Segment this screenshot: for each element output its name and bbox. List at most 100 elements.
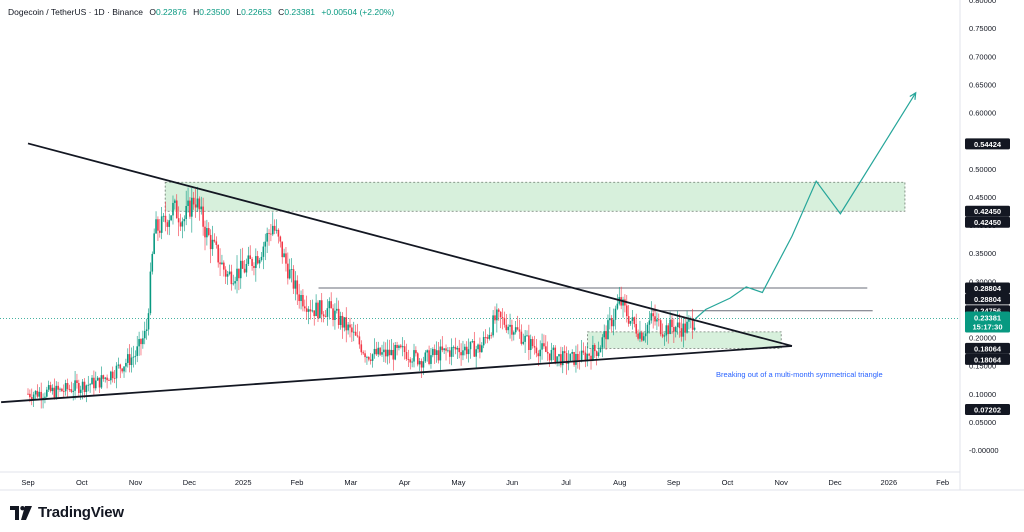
candle-body <box>577 353 579 361</box>
candle-body <box>262 246 265 257</box>
candle-body <box>384 349 387 357</box>
countdown-text: 15:17:30 <box>972 322 1002 331</box>
candle-body <box>641 332 643 341</box>
candle-body <box>501 317 504 319</box>
tradingview-wordmark: TradingView <box>38 504 124 521</box>
candle-body <box>128 354 131 366</box>
candle-body <box>94 380 97 389</box>
candle-body <box>89 384 91 386</box>
candle-body <box>155 219 157 234</box>
candle-body <box>590 355 592 361</box>
candle-body <box>481 345 483 353</box>
candle-body <box>656 319 658 322</box>
candle-body <box>62 391 65 393</box>
candle-body <box>74 380 76 391</box>
candle-body <box>330 301 332 309</box>
candle-body <box>177 218 180 223</box>
candle-body <box>465 346 468 355</box>
candle-body <box>392 349 395 360</box>
candle-body <box>354 331 357 336</box>
candle-body <box>55 385 58 398</box>
candle-body <box>450 347 453 357</box>
candle-body <box>558 354 560 357</box>
x-axis-tick-label: Nov <box>129 478 143 487</box>
candle-body <box>563 351 566 354</box>
candle-body <box>70 389 73 392</box>
candle-body <box>251 258 253 266</box>
candle-body <box>311 310 314 312</box>
y-axis-tick-label: 0.10000 <box>969 390 996 399</box>
candle-body <box>433 349 436 355</box>
candle-body <box>383 349 385 353</box>
candle-body <box>680 328 683 337</box>
change-value: +0.00504 (+2.20%) <box>321 7 395 17</box>
candle-body <box>352 331 355 333</box>
candle-body <box>298 294 300 302</box>
candle-body <box>652 313 654 317</box>
candle-body <box>460 352 462 356</box>
price-label-badge <box>965 293 1010 305</box>
candle-body <box>396 345 398 348</box>
candle-body <box>290 269 293 270</box>
candle-body <box>224 269 227 277</box>
candle-body <box>59 388 61 390</box>
y-axis-tick-label: 0.30000 <box>969 277 996 286</box>
candle-body <box>518 329 521 332</box>
candle-body <box>172 202 174 216</box>
candle-body <box>309 309 312 312</box>
candle-body <box>247 255 250 264</box>
x-axis-tick-label: Mar <box>344 478 357 487</box>
candle-body <box>432 349 434 356</box>
candle-body <box>531 339 534 347</box>
candle-body <box>452 346 455 348</box>
candle-body <box>588 353 590 356</box>
candle-body <box>296 280 299 295</box>
candle-body <box>642 336 645 341</box>
candle-body <box>302 295 304 307</box>
candle-body <box>268 233 270 234</box>
candle-body <box>243 268 246 273</box>
candle-body <box>688 319 690 322</box>
candle-body <box>413 350 415 362</box>
candle-body <box>503 318 506 325</box>
candle-body <box>554 347 557 363</box>
candle-body <box>349 324 351 328</box>
price-label-badge <box>965 342 1010 354</box>
y-axis-tick-label: 0.45000 <box>969 193 996 202</box>
candle-body <box>78 383 80 393</box>
candle-body <box>328 301 331 309</box>
candle-body <box>189 200 191 217</box>
close-label: C <box>278 7 285 17</box>
candle-body <box>471 341 474 342</box>
price-label-text: 0.07202 <box>974 405 1001 414</box>
candle-body <box>271 225 274 235</box>
candle-body <box>371 354 374 361</box>
candle-body <box>204 226 206 238</box>
candle-body <box>38 391 41 397</box>
price-label-badge <box>965 205 1010 217</box>
candle-body <box>622 299 624 306</box>
candle-body <box>119 364 122 369</box>
candle-body <box>332 308 334 321</box>
candle-body <box>464 346 466 351</box>
candle-body <box>667 325 670 335</box>
candle-body <box>424 352 427 362</box>
candle-body <box>595 351 598 357</box>
candle-body <box>678 322 681 329</box>
candle-body <box>639 332 641 339</box>
candle-body <box>597 352 600 357</box>
candle-body <box>543 343 545 347</box>
candle-body <box>44 396 46 398</box>
y-axis-tick-label: 0.80000 <box>969 0 996 5</box>
candle-body <box>264 241 267 247</box>
candle-body <box>605 331 607 340</box>
candle-body <box>260 256 263 261</box>
price-label-badge <box>965 216 1010 228</box>
candle-body <box>445 348 447 351</box>
candle-body <box>87 384 90 386</box>
x-axis-tick-label: Dec <box>183 478 197 487</box>
candle-body <box>300 295 302 302</box>
candle-body <box>526 335 528 337</box>
tradingview-logo[interactable]: TradingView <box>10 504 124 521</box>
